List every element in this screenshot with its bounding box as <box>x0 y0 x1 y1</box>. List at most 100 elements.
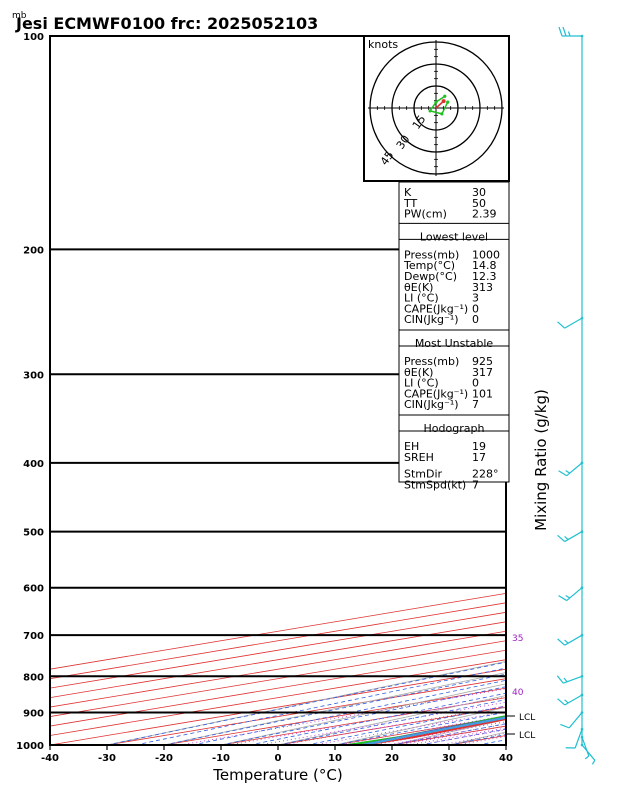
dry-adiabat-line <box>106 661 506 745</box>
hodograph-unit-label: knots <box>368 38 398 51</box>
pressure-tick-label: 500 <box>23 528 44 539</box>
temperature-tick-label: 20 <box>385 753 399 764</box>
wind-barb-half-feather <box>563 677 568 683</box>
background-lines <box>50 36 618 745</box>
wind-barb-feather <box>557 534 566 543</box>
wind-barb-shaft <box>564 531 583 543</box>
hodograph-point <box>443 94 447 98</box>
hodograph-trace <box>428 94 450 116</box>
pressure-unit-label: mb <box>12 11 27 21</box>
wind-barb-base <box>580 727 584 731</box>
table-heading: Most Unstable <box>415 337 494 350</box>
wind-barb-shaft <box>581 736 590 757</box>
wind-barb-half-feather <box>584 755 590 760</box>
temperature-tick-label: -30 <box>98 753 116 764</box>
table-row-value: 19 <box>472 440 486 453</box>
hodograph-point <box>446 100 450 104</box>
table-row-value: 925 <box>472 355 493 368</box>
table-row-value: 101 <box>472 387 493 400</box>
mixing-ratio-line <box>259 701 506 745</box>
table-row-label: LI (°C) <box>404 377 439 390</box>
table-row-label: Temp(°C) <box>403 259 455 272</box>
mixing-ratio-line <box>398 725 506 745</box>
isotherm-line <box>50 602 506 680</box>
wind-barb-base <box>580 461 584 465</box>
pressure-tick-label: 200 <box>23 245 44 256</box>
hodograph-ticks <box>369 41 503 175</box>
wind-barb-half-feather <box>564 639 569 644</box>
dry-adiabat-line <box>563 36 618 745</box>
sounding-profiles <box>347 715 506 745</box>
wind-barb-base <box>580 693 584 697</box>
temperature-tick-label: 30 <box>442 753 456 764</box>
lcl-label-1: LCL <box>519 713 535 723</box>
wind-barb-feather <box>556 675 564 684</box>
table-row-value: 2.39 <box>472 208 497 221</box>
table-row-label: Press(mb) <box>404 248 459 261</box>
wind-barb-feather <box>558 470 567 477</box>
wind-barb-half-feather <box>565 594 571 599</box>
table-heading: Hodograph <box>424 422 485 435</box>
wind-barb-feather <box>558 595 567 602</box>
dry-adiabat-line <box>220 683 506 745</box>
table-row-label: LI (°C) <box>404 292 439 305</box>
temperature-tick-label: -10 <box>212 753 230 764</box>
table-row-value: 30 <box>472 186 486 199</box>
table-row-value: 0 <box>472 302 479 315</box>
table-row-label: TT <box>403 197 418 210</box>
mixing-ratio-line <box>180 688 506 745</box>
pressure-tick-label: 400 <box>23 459 44 470</box>
table-row-value: 317 <box>472 366 493 379</box>
isotherm-line <box>50 630 506 708</box>
table-row-label: θE(K) <box>404 281 433 294</box>
wind-barb-feather <box>560 723 570 729</box>
wind-barb-shaft <box>574 729 583 749</box>
table-row-label: K <box>404 186 412 199</box>
pressure-tick-label: 700 <box>23 631 44 642</box>
pressure-tick-label: 100 <box>23 32 44 43</box>
wind-barb-shaft <box>566 462 583 477</box>
table-row-label: SREH <box>404 451 434 464</box>
table-row-label: CIN(Jkg⁻¹) <box>404 313 459 326</box>
table-row-value: 17 <box>472 451 486 464</box>
wind-barb-shaft <box>564 634 583 646</box>
hodograph-point <box>428 109 432 113</box>
wind-barb-half-feather <box>567 31 571 37</box>
wind-barb-feather <box>558 26 563 37</box>
dry-adiabat-line <box>163 672 506 745</box>
wind-barb-shaft <box>564 694 583 706</box>
wind-barb-base <box>580 633 584 637</box>
chart-title: Jesi ECMWF0100 frc: 2025052103 <box>15 14 318 33</box>
mixing-ratio-line <box>313 711 506 745</box>
hodograph: knots 15 30 45 <box>363 35 510 182</box>
indices-table-frame <box>398 181 510 483</box>
table-row-value: 7 <box>472 478 479 491</box>
moist-adiabat-line <box>192 679 506 745</box>
temperature-tick-labels: -40 -30 -20 -10 0 10 20 30 40 <box>41 745 513 764</box>
pressure-tick-label: 300 <box>23 370 44 381</box>
wind-barb-shaft <box>568 712 583 729</box>
wind-barb-base <box>580 34 584 38</box>
isotherm-line <box>50 611 506 689</box>
table-row-value: 12.3 <box>472 270 497 283</box>
wind-barb-feather <box>562 26 567 37</box>
wind-barb-half-feather <box>564 699 569 704</box>
wind-barbs <box>556 26 596 765</box>
storm-motion-point <box>441 99 446 104</box>
temperature-tick-label: -20 <box>155 753 173 764</box>
table-row-label: CAPE(Jkg⁻¹) <box>404 387 468 400</box>
pressure-tick-label: 800 <box>23 672 44 683</box>
wind-barb-base <box>580 530 584 533</box>
wind-barb-half-feather <box>564 535 569 541</box>
temperature-tick-label: 40 <box>499 753 513 764</box>
table-row-label: CAPE(Jkg⁻¹) <box>404 302 468 315</box>
wind-barb-base <box>580 735 584 739</box>
wind-barb-shaft <box>566 587 583 602</box>
table-row-label: CIN(Jkg⁻¹) <box>404 398 459 411</box>
table-row-value: 1000 <box>472 248 500 261</box>
table-row-value: 313 <box>472 281 493 294</box>
table-row-label: StmSpd(kt) <box>404 478 466 491</box>
wind-barb-base <box>580 711 584 714</box>
side-label-40: 40 <box>512 688 524 698</box>
